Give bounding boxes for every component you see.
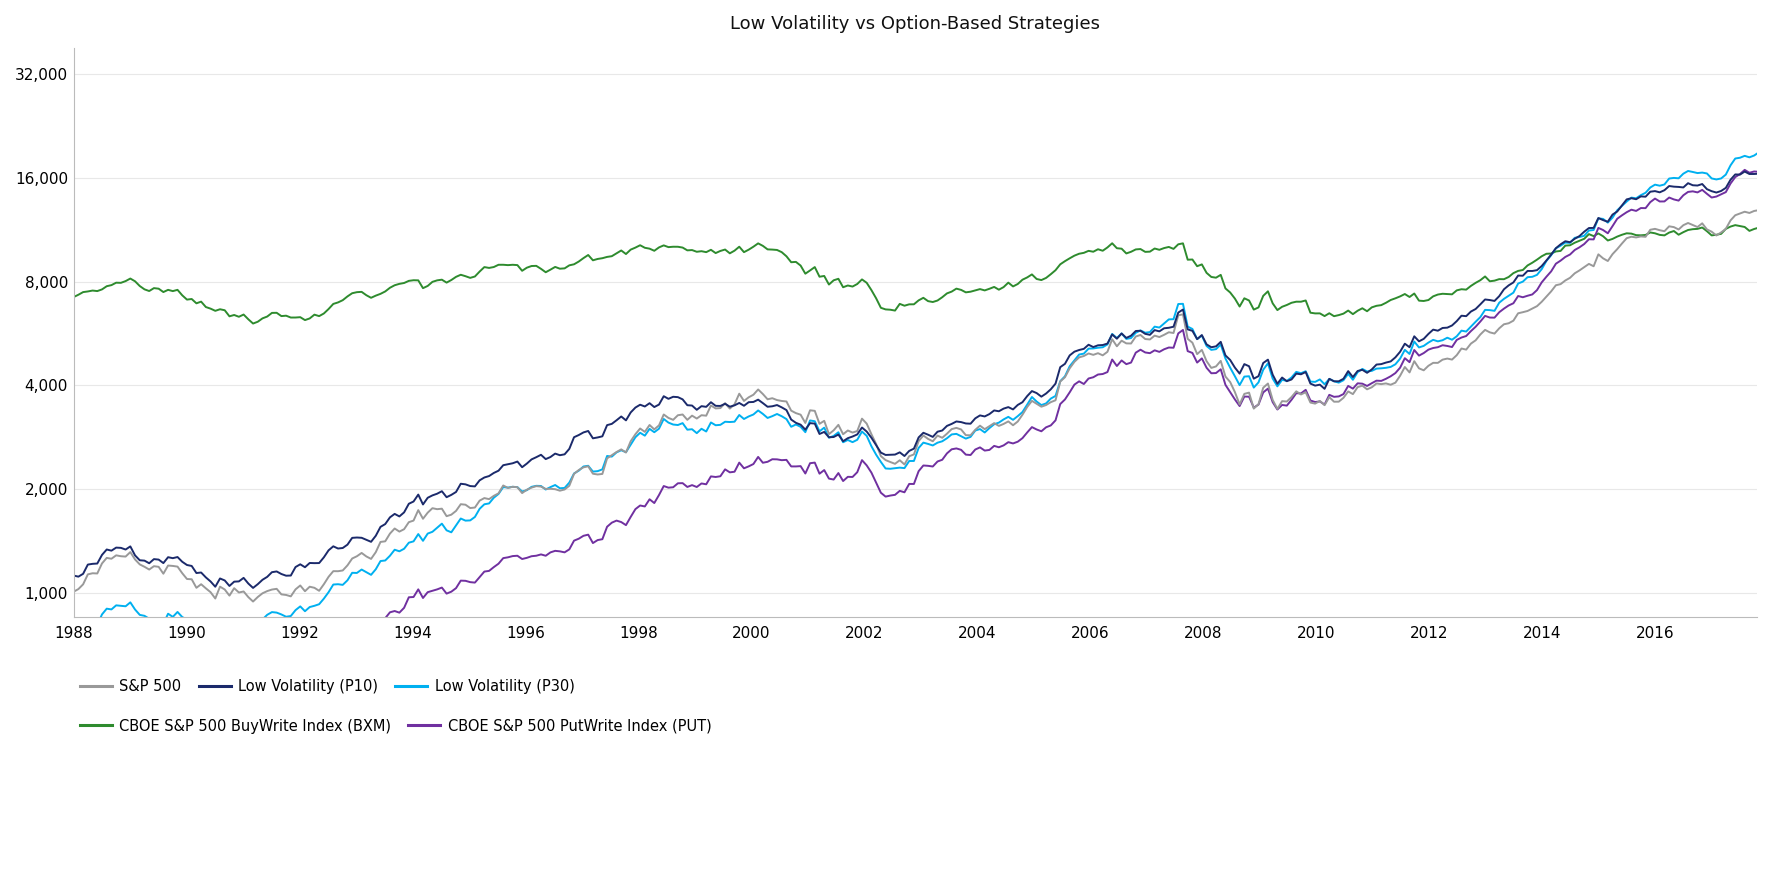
Title: Low Volatility vs Option-Based Strategies: Low Volatility vs Option-Based Strategie… <box>730 15 1100 33</box>
Legend: CBOE S&P 500 BuyWrite Index (BXM), CBOE S&P 500 PutWrite Index (PUT): CBOE S&P 500 BuyWrite Index (BXM), CBOE … <box>74 713 718 740</box>
